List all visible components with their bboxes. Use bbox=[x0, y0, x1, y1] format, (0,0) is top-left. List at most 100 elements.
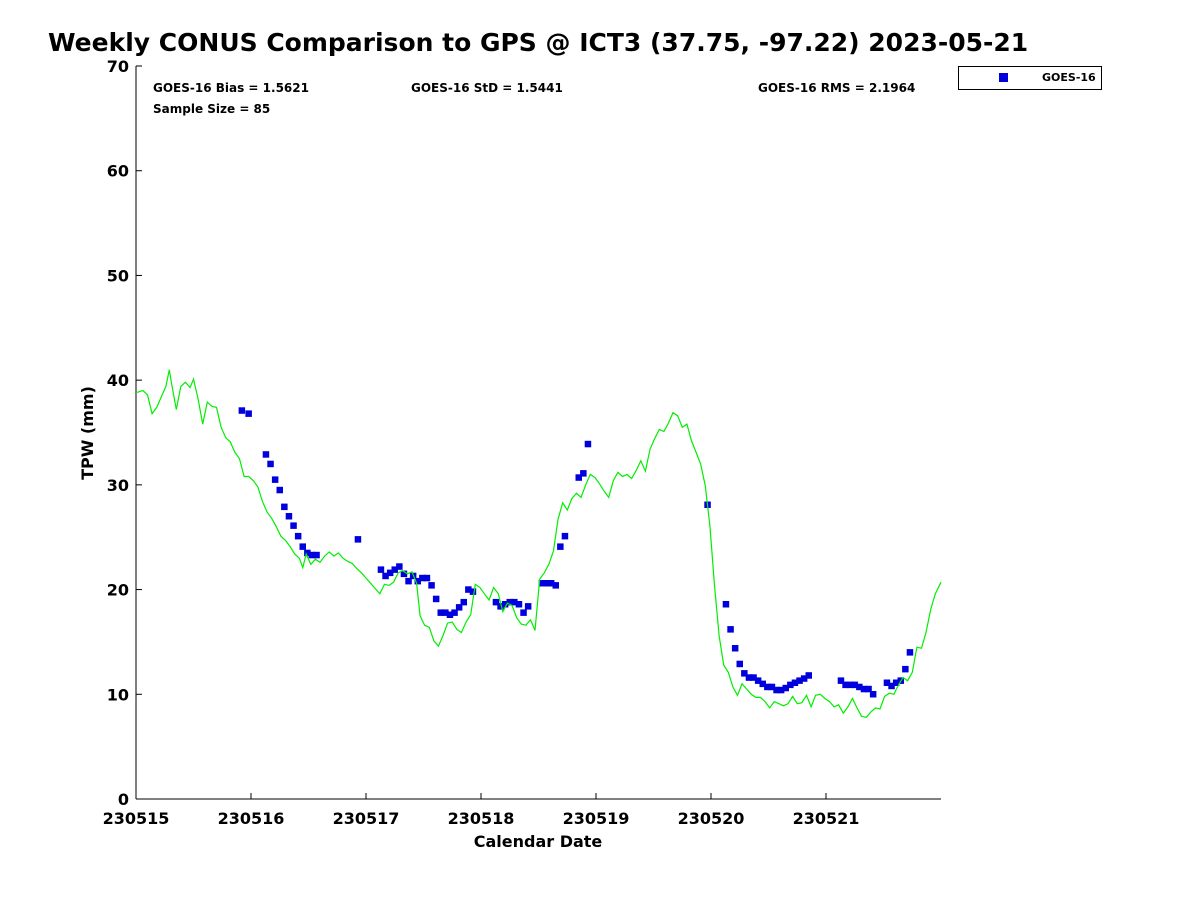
goes16-point bbox=[906, 649, 914, 656]
goes16-point bbox=[768, 683, 776, 691]
goes16-point bbox=[262, 451, 270, 458]
y-tick-label: 20 bbox=[107, 581, 129, 600]
goes16-point bbox=[442, 609, 449, 616]
goes16-point bbox=[469, 588, 477, 595]
goes16-point bbox=[382, 572, 389, 580]
x-tick-label: 230521 bbox=[793, 809, 860, 828]
goes16-point bbox=[313, 551, 320, 559]
goes16-point bbox=[511, 598, 518, 606]
goes16-point bbox=[465, 586, 472, 593]
goes16-point bbox=[800, 675, 808, 682]
goes16-point bbox=[860, 685, 868, 693]
goes16-point bbox=[547, 580, 555, 587]
goes16-point bbox=[851, 681, 858, 689]
goes16-point bbox=[245, 410, 252, 417]
goes16-point bbox=[731, 645, 739, 652]
goes16-point bbox=[396, 563, 403, 570]
goes16-point bbox=[497, 603, 504, 610]
goes16-point bbox=[837, 677, 845, 684]
goes16-point bbox=[354, 536, 362, 543]
goes16-point bbox=[377, 566, 385, 573]
goes16-point bbox=[805, 672, 812, 679]
goes16-point bbox=[543, 580, 550, 587]
goes16-point bbox=[391, 566, 398, 573]
x-tick-label: 230518 bbox=[448, 809, 515, 828]
goes16-point bbox=[451, 609, 458, 616]
goes16-point bbox=[492, 598, 500, 606]
goes16-point bbox=[796, 677, 803, 684]
x-tick-label: 230516 bbox=[218, 809, 285, 828]
goes16-point bbox=[869, 691, 877, 698]
rms-stat: GOES-16 RMS = 2.1964 bbox=[758, 81, 915, 95]
goes16-point bbox=[557, 543, 564, 550]
legend-label-goes16: GOES-16 bbox=[1042, 71, 1096, 84]
chart-title: Weekly CONUS Comparison to GPS @ ICT3 (3… bbox=[48, 28, 1029, 57]
legend-marker bbox=[999, 73, 1008, 82]
goes16-point bbox=[787, 681, 794, 689]
goes16-point bbox=[892, 679, 900, 686]
goes16-point bbox=[575, 474, 582, 481]
goes16-point bbox=[276, 486, 283, 494]
goes16-point bbox=[842, 681, 849, 689]
goes16-point bbox=[304, 549, 311, 557]
gps-tpw-line bbox=[135, 369, 942, 718]
x-axis-title: Calendar Date bbox=[474, 832, 603, 851]
goes16-point bbox=[506, 598, 513, 606]
y-tick-label: 60 bbox=[107, 162, 129, 181]
goes16-point bbox=[722, 601, 730, 608]
goes16-point bbox=[580, 470, 587, 477]
goes16-point bbox=[538, 580, 546, 587]
goes16-point bbox=[561, 532, 569, 540]
goes16-point bbox=[386, 569, 394, 577]
x-tick-label: 230520 bbox=[678, 809, 745, 828]
goes16-point bbox=[865, 685, 872, 693]
legend-box bbox=[958, 66, 1102, 90]
sample-size-stat: Sample Size = 85 bbox=[153, 102, 270, 116]
goes16-point bbox=[741, 670, 748, 677]
x-tick-label: 230519 bbox=[563, 809, 630, 828]
goes16-point bbox=[285, 513, 293, 520]
axes: 0 10 20 30 40 50 60 70 230515 230516 230517 230518 2… bbox=[103, 57, 941, 828]
goes16-point bbox=[745, 674, 753, 681]
goes16-point bbox=[584, 440, 592, 448]
goes16-point bbox=[520, 609, 527, 616]
goes16-point bbox=[419, 574, 426, 582]
y-tick-label: 0 bbox=[118, 790, 129, 809]
goes16-point bbox=[515, 601, 523, 608]
goes16-point bbox=[856, 683, 863, 691]
y-tick-label: 30 bbox=[107, 476, 129, 495]
goes16-point bbox=[759, 680, 766, 688]
goes16-point bbox=[294, 532, 302, 540]
y-axis-title: TPW (mm) bbox=[78, 386, 97, 480]
goes16-point bbox=[552, 582, 559, 589]
y-tick-label: 40 bbox=[107, 371, 129, 390]
goes16-point bbox=[446, 611, 454, 618]
goes16-point bbox=[271, 476, 279, 483]
y-tick-label: 70 bbox=[107, 57, 129, 76]
std-stat: GOES-16 StD = 1.5441 bbox=[411, 81, 563, 95]
goes16-point bbox=[846, 681, 854, 689]
goes16-point bbox=[791, 679, 799, 686]
goes16-point bbox=[400, 570, 408, 578]
legend: GOES-16 bbox=[958, 66, 1102, 90]
goes16-point bbox=[423, 574, 431, 582]
y-tick-label: 50 bbox=[107, 266, 129, 285]
goes16-point bbox=[455, 604, 463, 611]
goes16-point bbox=[428, 582, 435, 589]
goes16-point bbox=[405, 577, 412, 585]
goes16-point bbox=[501, 601, 509, 608]
x-tick-label: 230517 bbox=[333, 809, 400, 828]
goes16-point bbox=[460, 598, 467, 606]
goes16-point bbox=[437, 609, 444, 616]
goes16-point bbox=[754, 677, 762, 684]
goes16-point bbox=[883, 679, 891, 686]
plot-area bbox=[135, 369, 942, 718]
goes16-point bbox=[299, 543, 306, 550]
goes16-point bbox=[238, 407, 246, 414]
goes16-point bbox=[736, 660, 743, 668]
goes16-point bbox=[432, 595, 440, 603]
goes16-point bbox=[308, 551, 316, 559]
x-tick-label: 230515 bbox=[103, 809, 170, 828]
goes16-point bbox=[750, 674, 757, 681]
